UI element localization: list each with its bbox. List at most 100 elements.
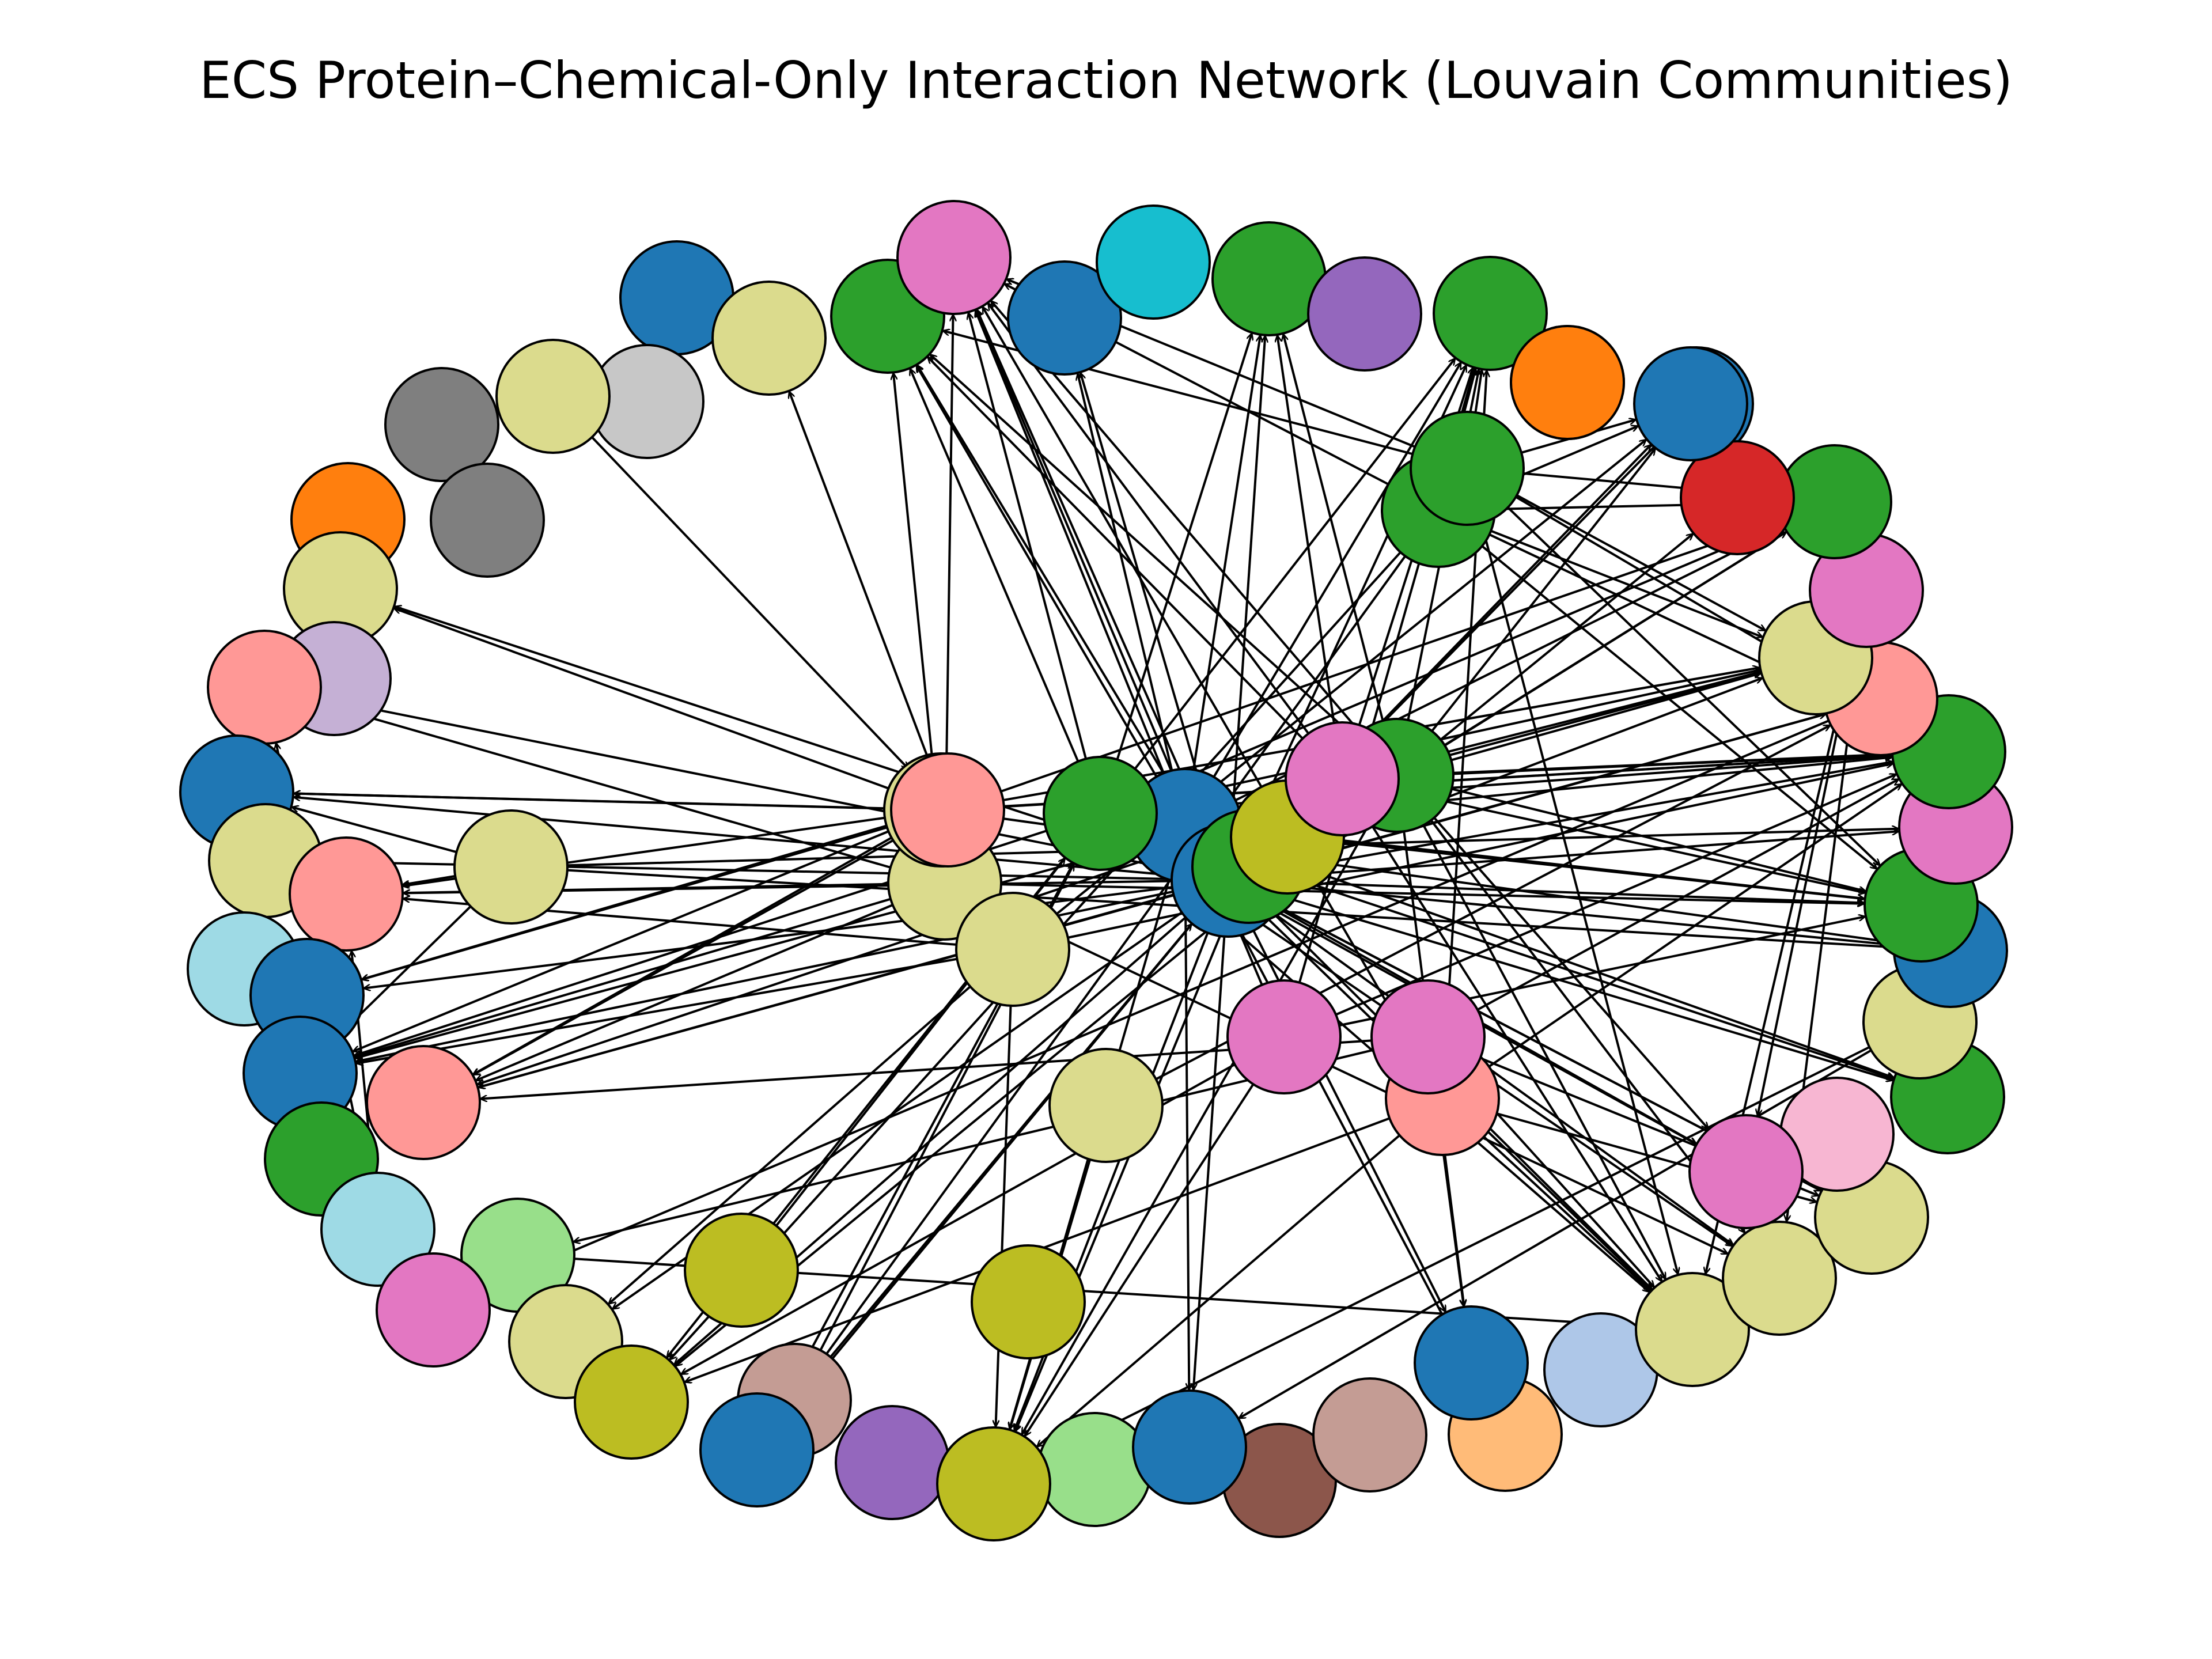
edge-n77-n19 <box>321 699 1173 870</box>
edge-n72-n26 <box>474 836 892 1074</box>
node-n45 <box>1722 1221 1837 1336</box>
edge-n77-n49 <box>1282 895 1892 1080</box>
edge-n72-n20 <box>294 794 885 810</box>
node-n5 <box>1007 260 1122 376</box>
node-n14 <box>384 367 499 482</box>
edge-n75-n58 <box>1444 532 1786 747</box>
edge-n75-n44 <box>1422 824 1665 1278</box>
edge-n33-n77 <box>830 925 1191 1358</box>
graph-title: ECS Protein–Chemical-Only Interaction Ne… <box>199 51 2013 110</box>
edge-n63-n44 <box>1480 522 1678 1274</box>
node-n44 <box>1635 1272 1750 1387</box>
edge-n70-n52 <box>1001 883 1863 904</box>
node-n2 <box>711 281 827 396</box>
edge-n64-n20 <box>292 807 457 854</box>
edge-n68-n37 <box>1025 1084 1255 1435</box>
edge-n75-n37 <box>1022 824 1370 1434</box>
edge-n70-n45 <box>995 906 1728 1253</box>
edge-n62-n52 <box>1481 545 1877 869</box>
edge-n81-n3 <box>910 369 1080 762</box>
node-layer <box>179 200 2013 1541</box>
edge-n77-n5 <box>1081 373 1214 827</box>
edge-n55-n26 <box>479 713 1827 1087</box>
node-n48 <box>1688 1114 1804 1229</box>
edge-n50-n39 <box>1239 1049 1872 1418</box>
edge-n62-n56 <box>1490 529 1762 637</box>
node-n71 <box>955 892 1070 1007</box>
node-n4 <box>896 200 1012 315</box>
edge-n80-n7 <box>1277 336 1335 724</box>
edge-n72-n24 <box>362 824 887 979</box>
edge-n76-n7 <box>1192 336 1260 770</box>
node-n32 <box>574 1344 689 1460</box>
edge-n80-n56 <box>1396 672 1760 766</box>
edge-n75-n3 <box>930 355 1356 738</box>
node-n35 <box>835 1405 950 1520</box>
node-n39 <box>1132 1389 1247 1505</box>
edge-n76-n39 <box>1184 881 1190 1389</box>
node-n8 <box>1307 256 1422 372</box>
edge-n75-n52 <box>1451 787 1865 891</box>
edge-n72-n25 <box>353 830 889 1051</box>
node-n19 <box>207 630 322 745</box>
node-n61 <box>1510 325 1625 440</box>
edge-n70-n19 <box>320 703 891 869</box>
edge-n63-n56 <box>1516 494 1765 630</box>
edge-n81-n10 <box>1134 359 1455 770</box>
edge-n81-n58 <box>1152 524 1782 793</box>
edge-n70-n4 <box>944 315 953 827</box>
edge-n71-n37 <box>996 1005 1012 1426</box>
node-n80 <box>1285 721 1400 836</box>
node-n65 <box>971 1244 1086 1359</box>
edge-n76-n4 <box>976 311 1165 774</box>
edge-n77-n39 <box>1194 936 1226 1389</box>
node-n28 <box>320 1172 435 1287</box>
node-n37 <box>936 1426 1051 1541</box>
node-n66 <box>684 1213 799 1328</box>
edge-n80-n4 <box>988 304 1310 734</box>
edge-n70-n26 <box>476 904 893 1080</box>
node-n34 <box>699 1392 815 1508</box>
node-n64 <box>453 809 569 925</box>
edge-n77-n20 <box>294 797 1172 877</box>
edge-n75-n60 <box>1431 449 1655 732</box>
node-n6 <box>1096 204 1211 320</box>
edge-n77-n4 <box>977 310 1207 830</box>
node-n74 <box>1048 1048 1164 1163</box>
node-n63 <box>1410 411 1525 526</box>
edge-n71-n31 <box>609 986 971 1304</box>
node-n81 <box>1043 756 1158 871</box>
edge-n76-n41 <box>1210 874 1480 1384</box>
edge-n69-n26 <box>481 1039 1372 1099</box>
edge-n75-n48 <box>1433 817 1708 1128</box>
node-n60 <box>1633 346 1748 461</box>
edge-n69-n29 <box>574 1048 1374 1242</box>
edge-n77-n52 <box>1284 881 1863 903</box>
edge-n80-n3 <box>928 357 1304 740</box>
edge-n67-n44 <box>1483 1136 1650 1291</box>
node-n22 <box>289 836 404 952</box>
edge-n77-n51 <box>1284 884 1893 945</box>
node-n59 <box>1680 440 1795 555</box>
node-n73 <box>890 752 1005 868</box>
edge-n70-n25 <box>355 897 891 1057</box>
node-n36 <box>1037 1412 1152 1527</box>
edge-n64-n25 <box>341 906 472 1033</box>
node-n10 <box>1433 256 1548 371</box>
edge-n77-n53 <box>1284 831 1899 877</box>
edge-n80-n44 <box>1371 825 1662 1281</box>
node-n42 <box>1414 1305 1529 1421</box>
edge-n64-n22 <box>403 874 456 885</box>
edge-n73-n17 <box>395 608 895 792</box>
node-n58 <box>1777 444 1892 559</box>
node-n69 <box>1370 979 1486 1094</box>
edge-n69-n54 <box>1476 779 1898 1011</box>
node-n13 <box>495 339 611 454</box>
edge-n68-n54 <box>1335 774 1896 1016</box>
edge-n81-n7 <box>1116 334 1252 760</box>
edge-n73-n2 <box>789 392 929 758</box>
edge-n71-n25 <box>357 957 957 1063</box>
edge-n75-n56 <box>1450 673 1760 762</box>
node-n15 <box>430 463 545 578</box>
